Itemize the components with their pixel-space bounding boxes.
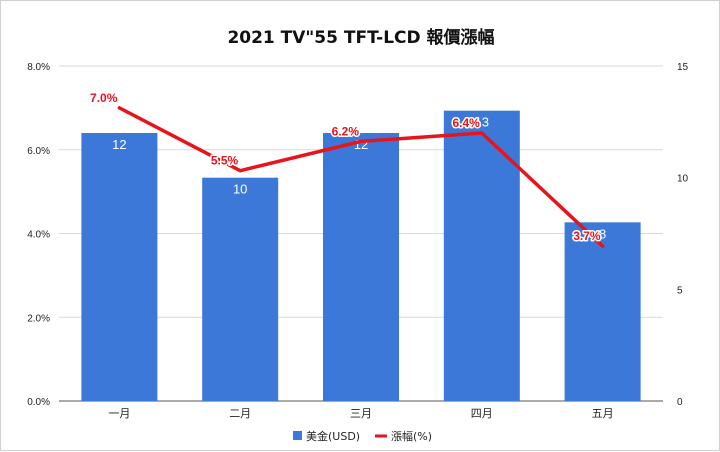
line-point	[480, 131, 484, 135]
left-tick-label: 6.0%	[27, 146, 50, 157]
line-value-label: 5.5%	[211, 154, 239, 168]
x-tick-label: 四月	[471, 407, 493, 420]
bar	[323, 133, 399, 401]
right-tick-label: 5	[677, 285, 683, 296]
line-series	[117, 106, 605, 248]
bar-value-label: 12	[112, 137, 126, 152]
bar	[564, 222, 641, 401]
left-tick-label: 0.0%	[27, 397, 50, 408]
legend: 美金(USD) 漲幅(%)	[293, 429, 432, 443]
x-tick-label: 三月	[350, 407, 372, 420]
line-point	[359, 139, 363, 143]
x-tick-label: 一月	[108, 407, 130, 420]
line-value-labels: 7.0% 5.5% 6.2% 6.4% 3.7%	[89, 89, 603, 244]
bar-series	[81, 110, 641, 402]
line-point	[117, 106, 121, 110]
legend-label-line: 漲幅(%)	[391, 430, 432, 443]
x-axis-ticks: 一月 二月 三月 四月 五月	[108, 407, 613, 420]
left-tick-label: 2.0%	[27, 313, 50, 324]
line-value-label: 6.4%	[452, 116, 480, 130]
legend-swatch-bar	[293, 431, 302, 440]
bar	[443, 110, 520, 402]
legend-label-bar: 美金(USD)	[306, 429, 360, 443]
right-tick-label: 0	[677, 397, 683, 408]
bar-value-label: 8	[599, 226, 606, 241]
chart-title: 2021 TV"55 TFT-LCD 報價漲幅	[227, 27, 494, 48]
line-value-label: 7.0%	[90, 91, 118, 105]
bar-value-label: 12	[354, 137, 368, 152]
bar	[202, 177, 279, 401]
line-point	[601, 244, 605, 248]
bar	[81, 133, 158, 401]
right-axis-ticks: 0 5 10 15	[677, 62, 689, 408]
left-tick-label: 8.0%	[27, 62, 50, 73]
left-tick-label: 4.0%	[27, 230, 50, 241]
line-value-label: 6.2%	[332, 124, 360, 138]
left-axis-ticks: 0.0% 2.0% 4.0% 6.0% 8.0%	[27, 62, 50, 408]
line-value-label: 3.7%	[573, 229, 601, 243]
right-tick-label: 10	[677, 174, 689, 185]
line-point	[238, 169, 242, 173]
right-tick-label: 15	[677, 62, 689, 73]
x-tick-label: 二月	[229, 407, 251, 420]
bar-value-label: 13	[475, 115, 489, 130]
bar-value-label: 10	[233, 182, 247, 197]
x-tick-label: 五月	[592, 407, 614, 420]
